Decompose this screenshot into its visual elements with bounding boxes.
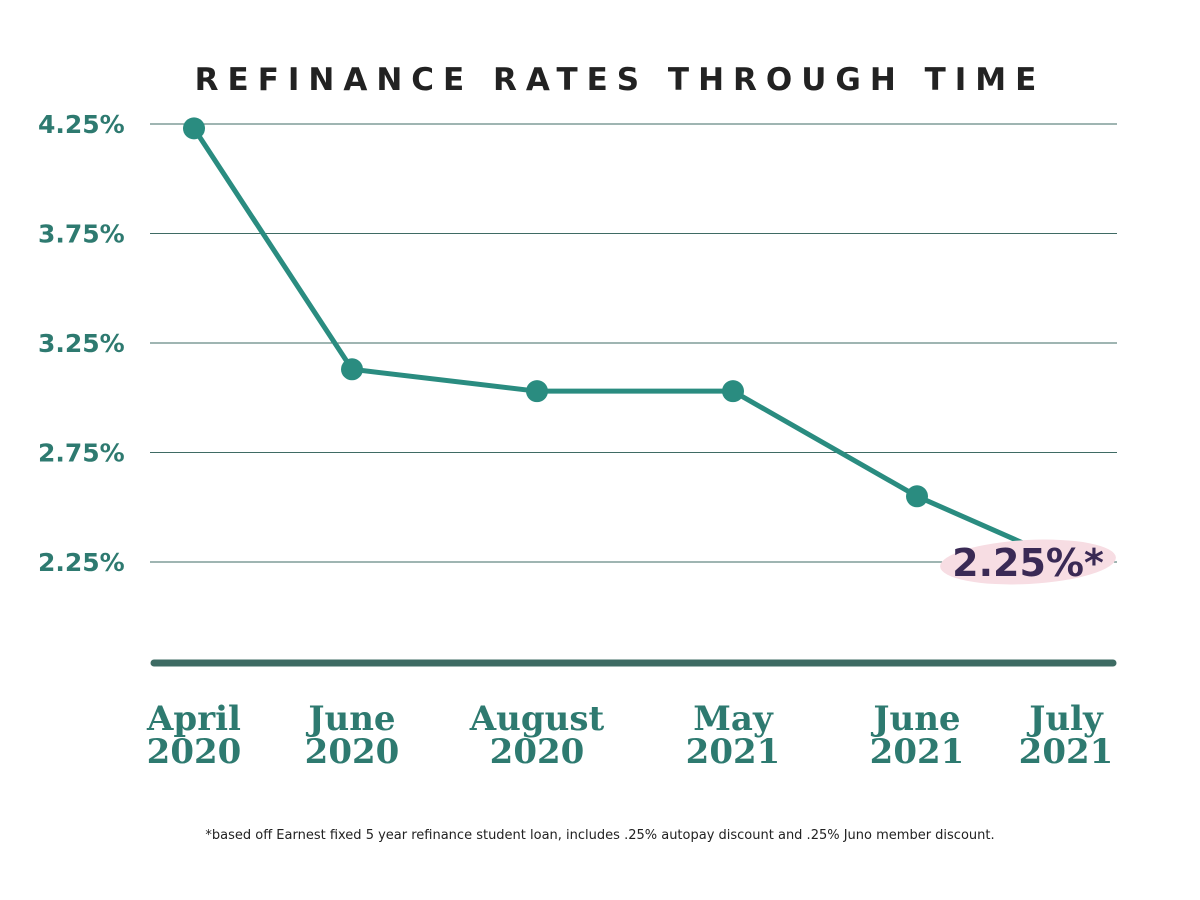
x-tick-label: August xyxy=(469,699,605,739)
x-tick-label: June xyxy=(305,699,395,739)
data-point xyxy=(906,485,928,508)
x-tick-label: 2021 xyxy=(686,732,781,772)
y-tick-label: 3.75% xyxy=(38,220,125,249)
x-tick-label: 2020 xyxy=(490,732,585,772)
y-tick-label: 4.25% xyxy=(38,110,125,139)
y-tick-label: 3.25% xyxy=(38,329,125,358)
x-tick-label: 2021 xyxy=(870,732,965,772)
footnote: *based off Earnest fixed 5 year refinanc… xyxy=(205,828,995,843)
x-tick-label: 2020 xyxy=(147,732,242,772)
callout-highlight xyxy=(940,539,1116,585)
y-tick-label: 2.75% xyxy=(38,439,125,468)
x-tick-label: April xyxy=(146,699,241,739)
x-tick-label: 2021 xyxy=(1019,732,1114,772)
chart-title: REFINANCE RATES THROUGH TIME xyxy=(194,62,1046,98)
y-tick-label: 2.25% xyxy=(38,548,125,577)
x-tick-label: July xyxy=(1026,699,1104,739)
data-point xyxy=(526,380,548,403)
data-point xyxy=(722,380,744,403)
series-line xyxy=(191,125,1069,565)
x-tick-label: 2020 xyxy=(305,732,400,772)
x-tick-label: June xyxy=(870,699,960,739)
data-point xyxy=(183,117,205,140)
callout-label: 2.25%* xyxy=(952,541,1104,585)
x-tick-label: May xyxy=(693,699,774,739)
data-point xyxy=(341,358,363,381)
